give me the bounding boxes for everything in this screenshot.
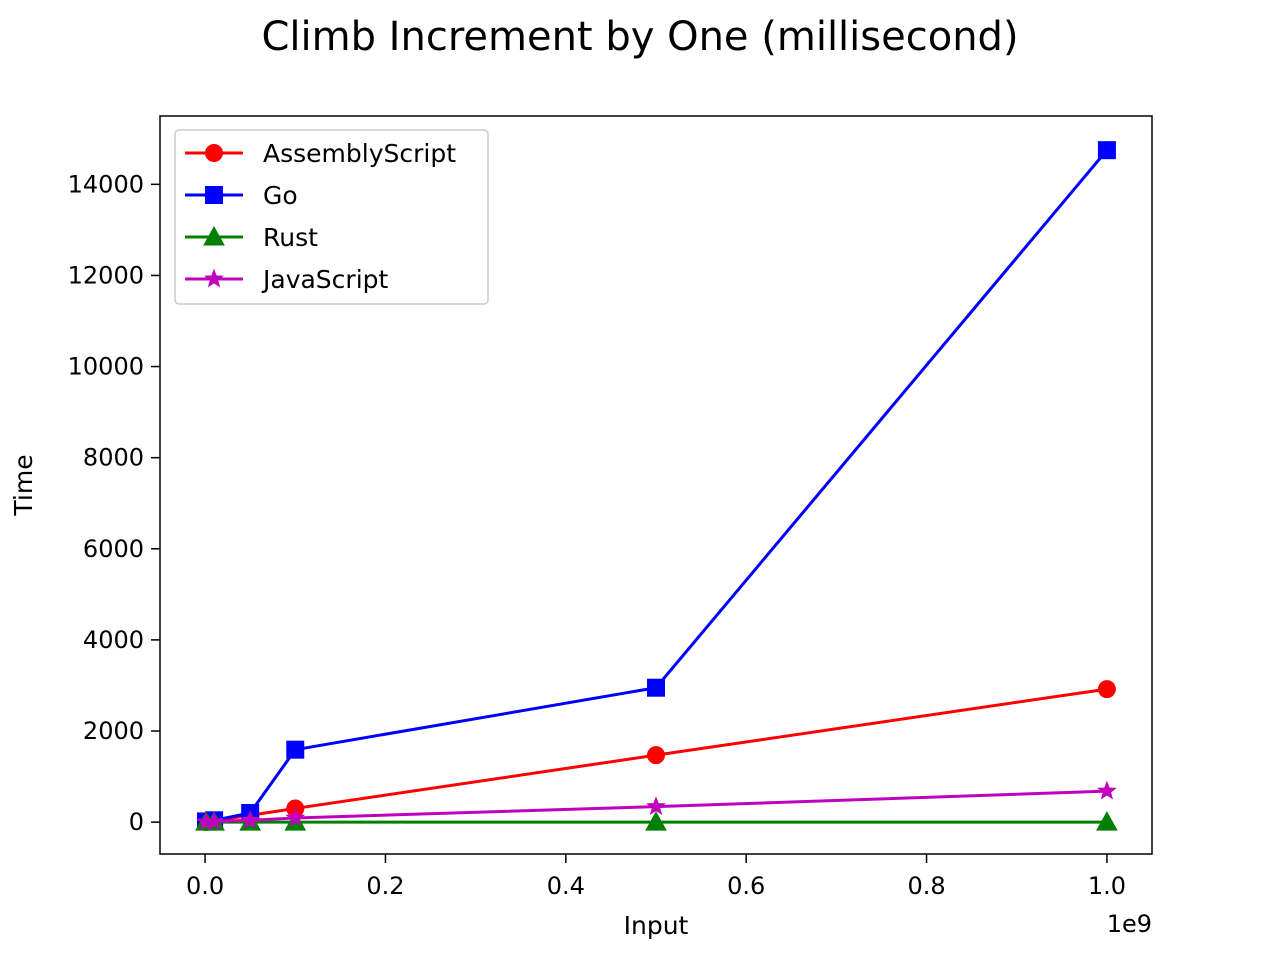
legend-item: AssemblyScript	[185, 139, 456, 168]
data-point	[204, 811, 225, 831]
legend-box	[174, 129, 489, 305]
legend-item: Rust	[185, 223, 318, 252]
legend-item: JavaScript	[185, 265, 389, 294]
data-point	[205, 186, 223, 204]
x-tick-label: 0.6	[727, 872, 765, 900]
data-point	[203, 225, 225, 246]
x-axis: 0.0 0.2 0.4 0.6 0.8 1.0	[186, 854, 1126, 900]
data-point	[240, 809, 261, 829]
data-point	[647, 746, 665, 765]
data-point	[204, 268, 224, 288]
data-point	[1097, 680, 1116, 699]
y-tick-label: 2000	[83, 717, 144, 745]
data-point	[286, 740, 305, 759]
y-tick-label: 4000	[83, 626, 144, 654]
y-tick-label: 14000	[68, 170, 144, 198]
series-rust	[195, 811, 1118, 831]
data-point	[1096, 811, 1118, 831]
legend-label: Go	[263, 181, 298, 210]
x-axis-offset-label: 1e9	[1107, 910, 1152, 938]
y-tick-label: 8000	[83, 444, 144, 472]
data-point	[1097, 780, 1117, 800]
x-tick-label: 0.8	[907, 872, 945, 900]
data-point	[285, 807, 306, 827]
legend-label: JavaScript	[261, 265, 389, 294]
x-tick-label: 0.2	[366, 872, 404, 900]
legend-label: AssemblyScript	[263, 139, 456, 168]
data-point	[1097, 141, 1116, 160]
legend-item: Go	[185, 181, 298, 210]
y-tick-label: 0	[129, 808, 144, 836]
y-tick-label: 6000	[83, 535, 144, 563]
series-layer	[195, 141, 1118, 831]
chart-title: Climb Increment by One (millisecond)	[261, 14, 1019, 60]
data-point	[205, 144, 223, 162]
legend: AssemblyScript Go Rust JavaScript	[174, 129, 489, 305]
legend-label: Rust	[263, 223, 318, 252]
x-axis-label: Input	[624, 911, 689, 940]
x-tick-label: 0.0	[186, 872, 224, 900]
x-tick-label: 1.0	[1088, 872, 1126, 900]
data-point	[645, 811, 667, 831]
data-point	[646, 796, 666, 816]
data-point	[647, 678, 665, 697]
y-tick-label: 10000	[68, 353, 144, 381]
y-axis-label: Time	[9, 454, 38, 516]
plot-area-frame	[159, 115, 1153, 855]
series-javascript	[196, 780, 1117, 831]
x-tick-label: 0.4	[547, 872, 585, 900]
y-axis: 0 2000 4000 6000 8000 10000 12000 14000	[68, 170, 160, 836]
y-tick-label: 12000	[68, 261, 144, 289]
